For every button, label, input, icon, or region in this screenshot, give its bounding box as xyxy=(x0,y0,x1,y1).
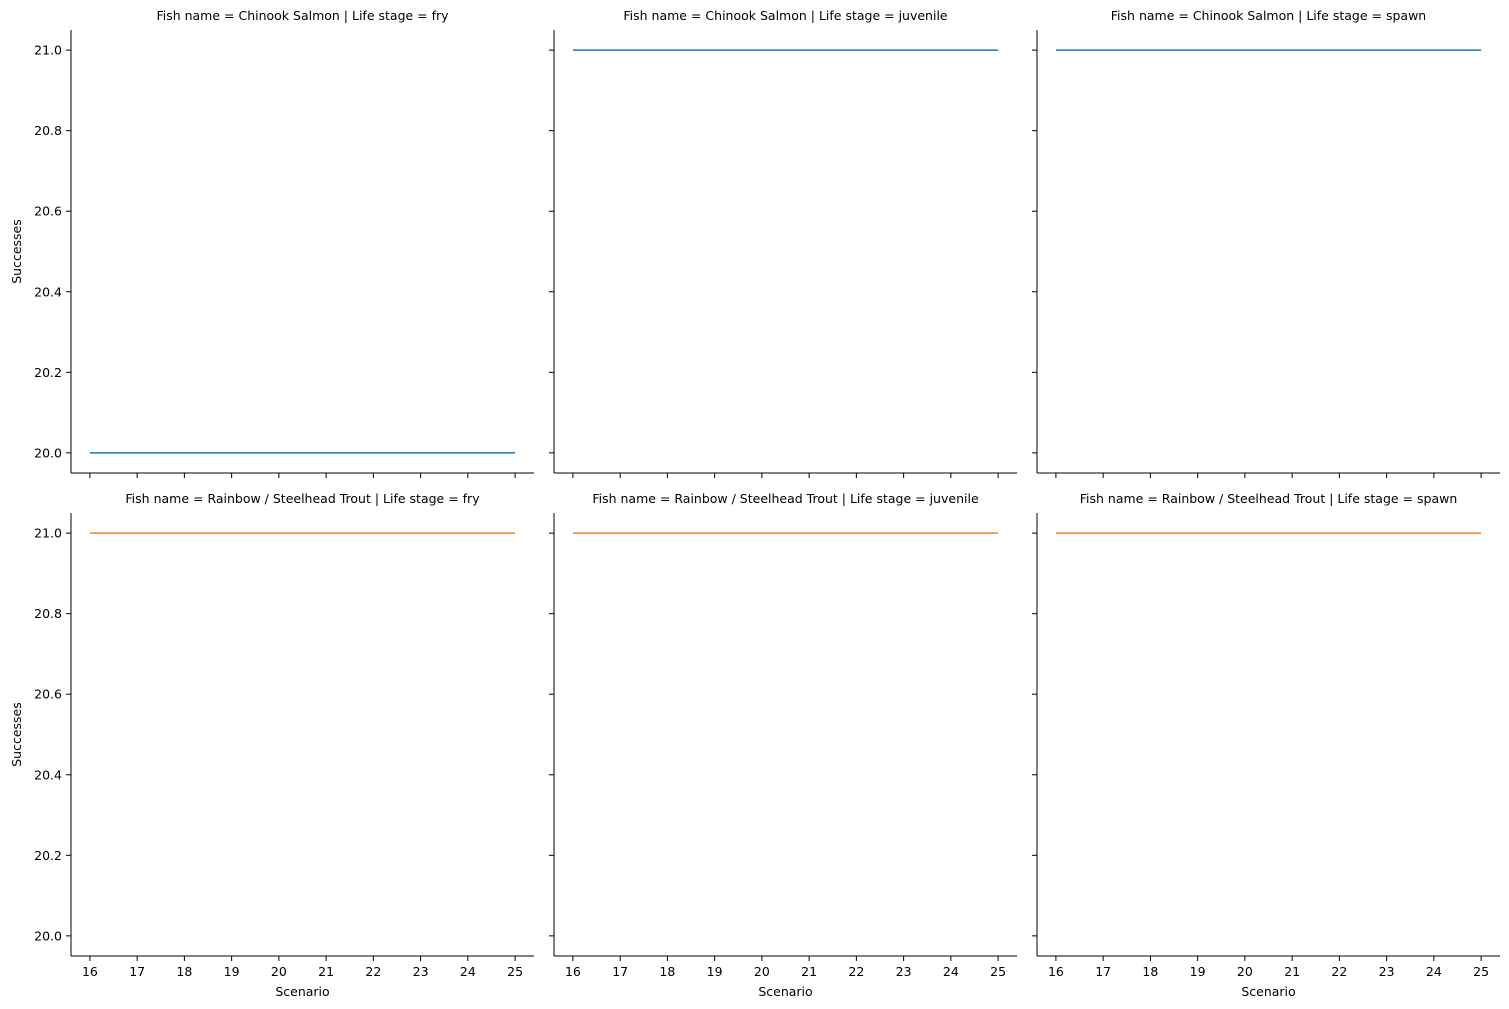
x-tick-label: 23 xyxy=(413,964,429,979)
x-tick-label: 22 xyxy=(1331,964,1347,979)
x-tick-label: 21 xyxy=(1284,964,1300,979)
y-tick-label: 20.4 xyxy=(34,767,62,782)
x-tick-label: 23 xyxy=(1379,964,1395,979)
panel-title: Fish name = Chinook Salmon | Life stage … xyxy=(623,8,948,23)
x-axis-label: Scenario xyxy=(275,984,329,999)
x-tick-label: 19 xyxy=(1190,964,1206,979)
x-tick-label: 17 xyxy=(1095,964,1111,979)
x-tick-label: 18 xyxy=(176,964,192,979)
panel-title: Fish name = Rainbow / Steelhead Trout | … xyxy=(125,491,480,506)
x-tick-label: 19 xyxy=(224,964,240,979)
x-axis-label: Scenario xyxy=(758,984,812,999)
x-tick-label: 18 xyxy=(659,964,675,979)
x-tick-label: 25 xyxy=(990,964,1006,979)
x-tick-label: 20 xyxy=(271,964,287,979)
y-tick-label: 20.6 xyxy=(34,687,62,702)
y-tick-label: 20.8 xyxy=(34,606,62,621)
x-tick-label: 19 xyxy=(707,964,723,979)
y-axis-label: Successes xyxy=(9,702,24,767)
y-tick-label: 21.0 xyxy=(34,526,62,541)
y-tick-label: 20.8 xyxy=(34,123,62,138)
panel-title: Fish name = Rainbow / Steelhead Trout | … xyxy=(592,491,979,506)
x-tick-label: 16 xyxy=(82,964,98,979)
x-tick-label: 21 xyxy=(801,964,817,979)
x-tick-label: 16 xyxy=(1048,964,1064,979)
x-tick-label: 20 xyxy=(754,964,770,979)
y-tick-label: 20.6 xyxy=(34,204,62,219)
x-tick-label: 24 xyxy=(943,964,959,979)
panel-title: Fish name = Chinook Salmon | Life stage … xyxy=(156,8,449,23)
y-axis-label: Successes xyxy=(9,219,24,284)
x-tick-label: 24 xyxy=(1426,964,1442,979)
panel-title: Fish name = Chinook Salmon | Life stage … xyxy=(1111,8,1426,23)
x-tick-label: 16 xyxy=(565,964,581,979)
x-tick-label: 17 xyxy=(129,964,145,979)
y-tick-label: 20.4 xyxy=(34,284,62,299)
x-tick-label: 20 xyxy=(1237,964,1253,979)
x-tick-label: 22 xyxy=(365,964,381,979)
x-tick-label: 17 xyxy=(612,964,628,979)
y-tick-label: 20.0 xyxy=(34,445,62,460)
y-tick-label: 20.0 xyxy=(34,928,62,943)
x-tick-label: 23 xyxy=(896,964,912,979)
x-tick-label: 25 xyxy=(1473,964,1489,979)
x-tick-label: 25 xyxy=(507,964,523,979)
y-tick-label: 20.2 xyxy=(34,848,62,863)
x-tick-label: 21 xyxy=(318,964,334,979)
x-axis-label: Scenario xyxy=(1241,984,1295,999)
x-tick-label: 22 xyxy=(848,964,864,979)
x-tick-label: 24 xyxy=(460,964,476,979)
y-tick-label: 21.0 xyxy=(34,43,62,58)
x-tick-label: 18 xyxy=(1142,964,1158,979)
panel-title: Fish name = Rainbow / Steelhead Trout | … xyxy=(1080,491,1458,506)
y-tick-label: 20.2 xyxy=(34,365,62,380)
